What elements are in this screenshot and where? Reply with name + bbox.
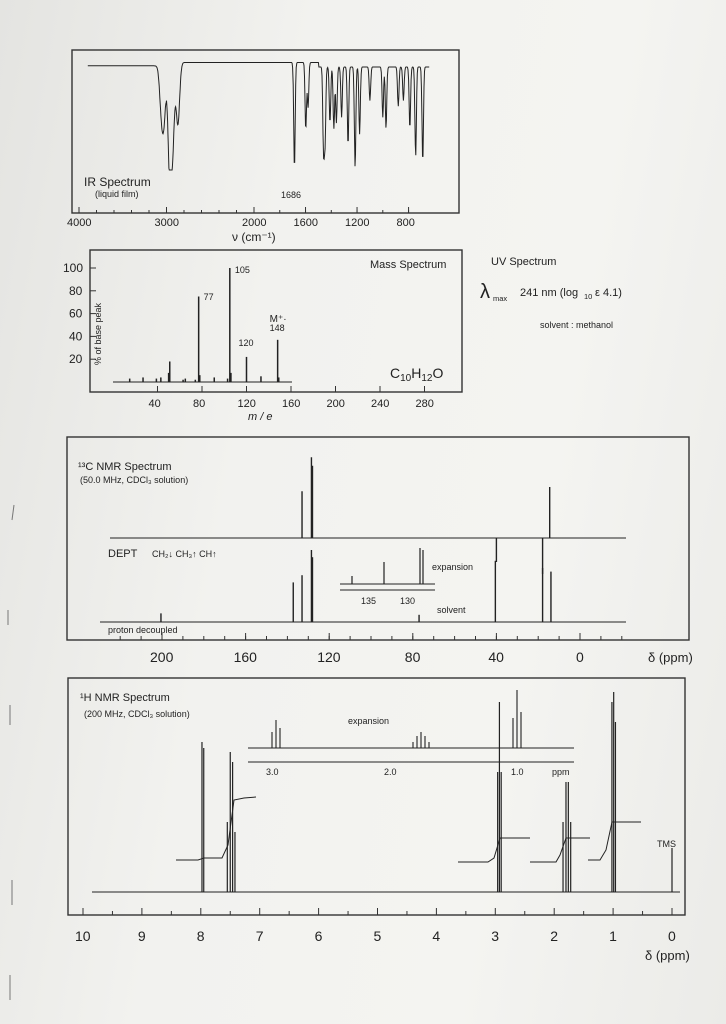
h1-exp-unit: ppm [552,767,570,777]
ir-annotation-1686: 1686 [281,190,301,200]
ms-ylabel: % of base peak [93,302,103,365]
ms-label-m: M⁺· [270,314,287,325]
binder-marks [7,504,15,1000]
uv-panel: UV Spectrum λ max 241 nm (log 10 ε 4.1) … [480,256,622,330]
c13-title: ¹³C NMR Spectrum [78,461,172,473]
c13-panel: ¹³C NMR Spectrum (50.0 MHz, CDCl₃ soluti… [66,436,693,665]
c13-tick-label: 160 [234,649,258,665]
h1-subtitle: (200 MHz, CDCl₃ solution) [84,709,190,719]
tms-label: TMS [657,839,676,849]
ms-ytick-label: 20 [69,352,83,366]
ms-xtick-label: 120 [238,398,256,410]
h1-integral [530,837,590,863]
ir-tick-label: 3000 [155,217,179,229]
ms-xlabel: m / e [248,411,272,423]
ms-label-120: 120 [239,338,254,348]
h1-exp-tick-2: 2.0 [384,767,397,777]
exp-tick-135: 135 [361,596,376,606]
h1-exp-tick-3: 3.0 [266,767,279,777]
h1-integral [458,837,530,863]
uv-value: 241 nm (log [520,287,578,299]
ir-panel: IR Spectrum (liquid film) 1686 4000 3000 2… [67,49,460,244]
dept-legend: CH₂↓ CH₃↑ CH↑ [152,549,217,559]
h1-panel: ¹H NMR Spectrum (200 MHz, CDCl₃ solution… [67,677,690,963]
ms-label-148: 148 [270,323,285,333]
ms-label-105: 105 [235,265,250,275]
ms-xtick-label: 40 [149,398,161,410]
h1-tick-label: 4 [432,928,440,944]
ir-tick-label: 800 [397,217,415,229]
ms-ytick-label: 40 [69,329,83,343]
ms-xtick-label: 160 [282,398,300,410]
ms-panel: Mass Spectrum 105 77 120 M⁺·148 20 40 60 80 100… [63,249,463,423]
ms-title: Mass Spectrum [370,259,446,271]
h1-tick-label: 9 [138,928,146,944]
ir-subtitle: (liquid film) [95,189,139,199]
c13-xlabel: δ (ppm) [648,650,693,665]
ms-ytick-label: 80 [69,284,83,298]
c13-tick-label: 80 [405,649,421,665]
h1-tick-label: 0 [668,928,676,944]
ms-xtick-label: 280 [416,398,434,410]
c13-subtitle: (50.0 MHz, CDCl₃ solution) [80,475,188,485]
ms-ytick-label: 100 [63,261,83,275]
h1-tick-label: 1 [609,928,617,944]
h1-exp-tick-1: 1.0 [511,767,524,777]
ir-tick-label: 4000 [67,217,91,229]
ir-title: IR Spectrum [84,175,151,189]
uv-eps: ε 4.1) [595,287,622,299]
h1-integral [176,796,257,861]
h1-tick-label: 10 [75,928,91,944]
uv-log-sub: 10 [584,292,592,301]
ir-tick-label: 1600 [294,217,318,229]
ir-tick-label: 1200 [345,217,369,229]
h1-tick-label: 5 [374,928,382,944]
dept-label: DEPT [108,548,138,560]
h1-tick-label: 3 [491,928,499,944]
exp-tick-130: 130 [400,596,415,606]
c13-tick-label: 120 [317,649,341,665]
ms-ytick-label: 60 [69,307,83,321]
uv-max-sub: max [493,294,507,303]
h1-expansion-label: expansion [348,716,389,726]
ms-xtick-label: 200 [327,398,345,410]
ir-frame [71,49,460,214]
h1-xlabel: δ (ppm) [645,948,690,963]
h1-title: ¹H NMR Spectrum [80,692,170,704]
ir-xlabel: ν (cm⁻¹) [232,230,276,244]
c13-tick-label: 0 [576,649,584,665]
uv-lambda: λ [480,281,490,303]
ir-trace [87,62,430,171]
c13-tick-label: 200 [150,649,174,665]
uv-title: UV Spectrum [491,256,556,268]
expansion-label: expansion [432,562,473,572]
ms-label-77: 77 [204,292,214,302]
ms-frame [89,249,463,393]
h1-tick-label: 6 [315,928,323,944]
h1-tick-label: 8 [197,928,205,944]
uv-solvent: solvent : methanol [540,320,613,330]
solvent-label: solvent [437,605,466,615]
h1-integral [588,821,641,861]
ms-xtick-label: 240 [371,398,389,410]
ms-xtick-label: 80 [193,398,205,410]
proton-decoupled-label: proton decoupled [108,625,178,635]
ir-tick-label: 2000 [242,217,266,229]
c13-tick-label: 40 [488,649,504,665]
h1-tick-label: 7 [256,928,264,944]
ms-formula-c: C10H12O [390,365,444,384]
h1-tick-label: 2 [550,928,558,944]
